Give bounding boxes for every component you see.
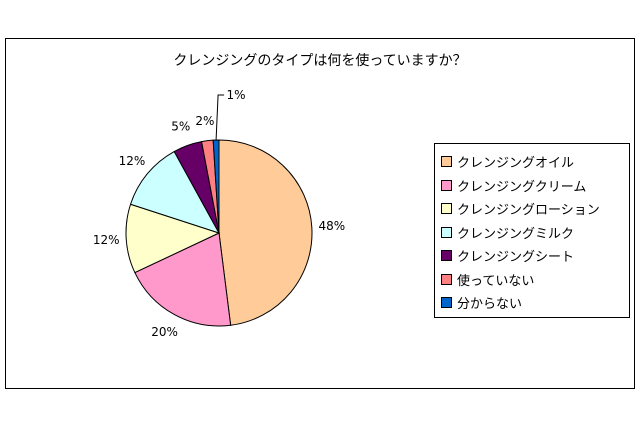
legend-item: 分からない <box>441 291 629 315</box>
legend-swatch <box>441 226 452 238</box>
legend-label: 使っていない <box>457 273 535 289</box>
legend-item: クレンジングシート <box>441 244 629 268</box>
legend-label: 分からない <box>457 297 523 313</box>
data-label: 20% <box>151 325 178 339</box>
legend-label: クレンジングクリーム <box>457 179 587 195</box>
data-label: 5% <box>171 120 190 134</box>
legend-swatch <box>441 179 452 191</box>
pie-slice <box>125 203 221 274</box>
legend-item: クレンジングクリーム <box>441 174 629 198</box>
legend: クレンジングオイル クレンジングクリーム クレンジングローション クレンジングミルクク… <box>434 143 630 318</box>
chart-title: クレンジングのタイプは何を使っていますか？ <box>173 53 467 69</box>
legend-label: クレンジングローション <box>457 203 600 219</box>
legend-label: クレンジングシート <box>457 250 575 266</box>
legend-item: クレンジングミルク <box>441 221 629 245</box>
legend-swatch <box>441 203 452 215</box>
legend-swatch <box>441 156 452 168</box>
legend-swatch <box>441 297 452 309</box>
leader-line <box>215 94 225 141</box>
legend-swatch <box>441 273 452 285</box>
pie-slice <box>129 150 221 234</box>
data-label: 48% <box>318 219 345 233</box>
legend-item: クレンジングローション <box>441 197 629 221</box>
data-label: 1% <box>227 88 246 102</box>
pie-slice <box>212 139 220 234</box>
legend-label: クレンジングオイル <box>457 156 575 172</box>
data-label: 12% <box>119 154 146 168</box>
data-label: 2% <box>195 114 214 128</box>
pie-slice <box>218 139 313 326</box>
chart-frame <box>5 38 635 389</box>
legend-label: クレンジングミルク <box>457 226 575 242</box>
pie-slice <box>134 232 232 327</box>
legend-swatch <box>441 250 452 262</box>
data-label: 12% <box>93 233 120 247</box>
legend-item: クレンジングオイル <box>441 150 629 174</box>
legend-item: 使っていない <box>441 268 629 292</box>
